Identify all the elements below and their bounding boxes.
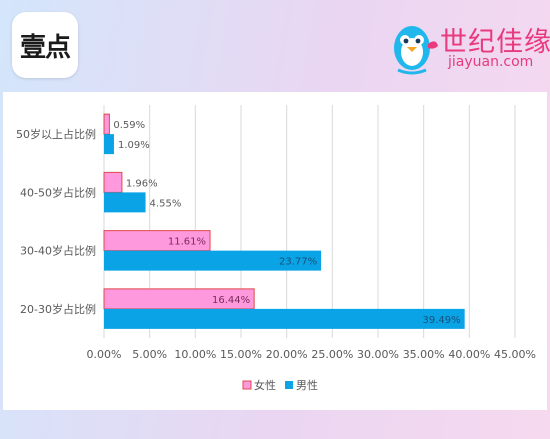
x-tick-label: 0.00%	[87, 348, 122, 361]
data-label: 4.55%	[150, 198, 182, 209]
x-tick-label: 40.00%	[448, 348, 490, 361]
chart-card: 0.00% 5.00% 10.00% 15.00% 20.00% 25.00% 30.00%…	[3, 92, 547, 410]
jiayuan-logo-en: jiayuan.com	[448, 54, 534, 70]
penguin-mascot-icon	[394, 26, 438, 75]
category-label: 20-30岁占比例	[20, 302, 96, 316]
data-label: 16.44%	[212, 295, 250, 306]
data-label: 1.09%	[118, 140, 150, 151]
x-tick-label: 20.00%	[266, 348, 308, 361]
legend-label-male: 男性	[296, 378, 318, 392]
category-label: 40-50岁占比例	[20, 185, 96, 199]
bar-male	[104, 192, 146, 213]
x-tick-label: 25.00%	[311, 348, 353, 361]
category-label: 50岁以上占比例	[16, 127, 96, 141]
x-tick-label: 30.00%	[357, 348, 399, 361]
data-label: 23.77%	[279, 257, 317, 268]
bar-female	[103, 113, 110, 135]
bar-male	[104, 250, 322, 271]
jiayuan-logo: 世纪佳缘 jiayuan.com	[388, 18, 550, 76]
category-label: 30-40岁占比例	[20, 244, 96, 258]
jiayuan-logo-cn: 世纪佳缘	[440, 27, 550, 58]
bar-chart: 0.00% 5.00% 10.00% 15.00% 20.00% 25.00% 30.00%…	[16, 105, 536, 392]
bar-male	[104, 134, 114, 155]
x-tick-label: 5.00%	[132, 348, 167, 361]
bar-male	[104, 308, 465, 329]
bar-female	[103, 171, 123, 193]
data-label: 1.96%	[126, 178, 158, 189]
ydian-logo-text: 壹点	[19, 32, 71, 63]
data-label: 11.61%	[168, 237, 206, 248]
x-tick-label: 10.00%	[174, 348, 216, 361]
x-tick-label: 15.00%	[220, 348, 262, 361]
legend-label-female: 女性	[254, 378, 276, 392]
ydian-logo: 壹点	[12, 12, 78, 78]
x-tick-label: 45.00%	[494, 348, 536, 361]
data-label: 0.59%	[113, 120, 145, 131]
x-tick-label: 35.00%	[403, 348, 445, 361]
legend-swatch-female	[242, 380, 252, 390]
data-label: 39.49%	[423, 315, 461, 326]
legend-swatch-male	[285, 381, 293, 389]
